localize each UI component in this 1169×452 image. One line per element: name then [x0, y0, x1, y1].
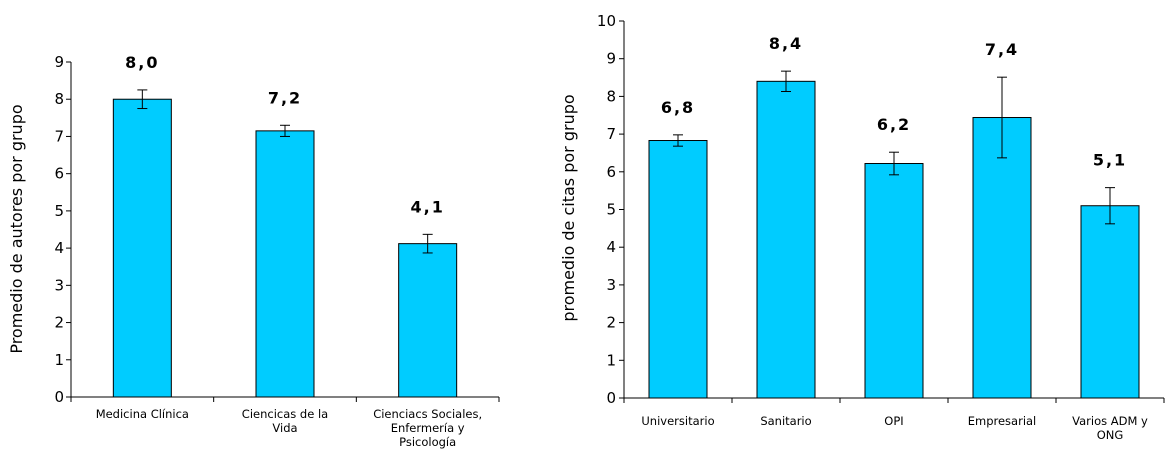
left-category-label: Enfermería y: [391, 421, 465, 435]
right-value-label: 6,8: [661, 98, 695, 117]
left-y-tick-label: 7: [54, 127, 64, 145]
right-y-tick-label: 4: [606, 238, 616, 256]
left-y-tick-label: 0: [54, 388, 64, 406]
left-bar: [112, 98, 172, 398]
left-category-label: Vida: [272, 421, 297, 435]
left-category-label: Cienciacs Sociales,: [373, 407, 482, 421]
left-y-tick-label: 4: [54, 239, 64, 257]
right-y-tick-label: 2: [606, 314, 616, 332]
left-bar: [398, 243, 458, 398]
left-y-tick-label: 5: [54, 202, 64, 220]
right-y-tick-label: 5: [606, 201, 616, 219]
right-y-tick-label: 9: [606, 50, 616, 68]
right-y-tick-label: 7: [606, 125, 616, 143]
right-value-label: 8,4: [769, 34, 803, 53]
right-y-tick-label: 6: [606, 163, 616, 181]
left-y-tick-label: 6: [54, 165, 64, 183]
left-category-label: Psicología: [399, 435, 456, 449]
left-y-tick-label: 2: [54, 314, 64, 332]
right-category-label: ONG: [1097, 428, 1124, 442]
left-y-tick-label: 3: [54, 276, 64, 294]
right-y-tick-label: 8: [606, 87, 616, 105]
right-bar: [756, 80, 816, 399]
right-bar: [648, 140, 708, 399]
right-value-label: 6,2: [877, 115, 911, 134]
left-category-label: Ciencicas de la: [242, 407, 328, 421]
left-y-tick-label: 1: [54, 351, 64, 369]
right-bar: [972, 117, 1032, 399]
right-y-tick-label: 3: [606, 276, 616, 294]
right-value-label: 7,4: [985, 40, 1019, 59]
right-y-tick-label: 1: [606, 351, 616, 369]
right-y-tick-label: 10: [597, 12, 616, 30]
left-value-label: 8,0: [125, 53, 159, 72]
left-bar: [255, 130, 315, 398]
left-y-tick-label: 8: [54, 90, 64, 108]
right-bar: [1080, 205, 1140, 399]
left-y-axis-label: Promedio de autores por grupo: [7, 104, 26, 353]
left-category-label: Medicina Clínica: [96, 407, 189, 421]
right-y-tick-label: 0: [606, 389, 616, 407]
right-value-label: 5,1: [1093, 151, 1127, 170]
right-category-label: Sanitario: [760, 414, 811, 428]
left-y-tick-label: 9: [54, 53, 64, 71]
right-category-label: Empresarial: [968, 414, 1037, 428]
left-value-label: 7,2: [268, 88, 302, 107]
right-bar: [864, 163, 924, 399]
right-category-label: Varios ADM y: [1072, 414, 1148, 428]
right-y-axis-label: promedio de citas por grupo: [559, 94, 578, 321]
left-value-label: 4,1: [410, 197, 444, 216]
right-category-label: OPI: [884, 414, 903, 428]
right-category-label: Universitario: [641, 414, 714, 428]
